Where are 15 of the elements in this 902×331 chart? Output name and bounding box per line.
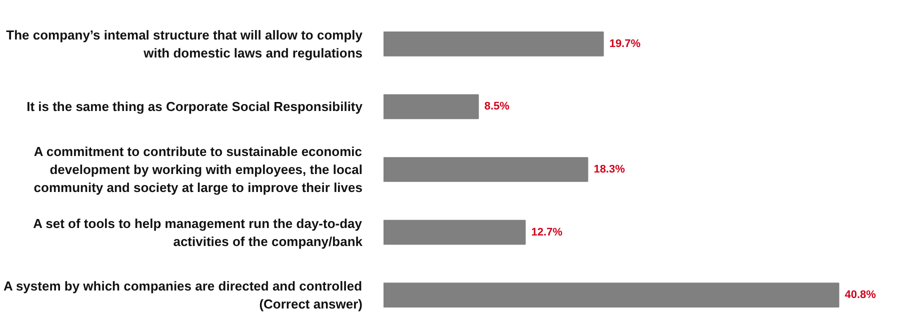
bar <box>384 282 840 308</box>
data-label: 40.8% <box>844 289 876 302</box>
bar <box>384 31 604 56</box>
data-label: 12.7% <box>531 226 563 238</box>
bar <box>384 157 588 182</box>
y-tick-label: It is the same thing as Corporate Social Responsibility <box>26 99 364 114</box>
y-tick-label: The company’s intemal structure that will allow to comply with domestic laws and regulations <box>6 27 364 60</box>
data-label: 19.7% <box>609 38 641 50</box>
data-label: 18.3% <box>594 164 626 176</box>
y-tick-label: A system by which companies are directed and controlled (Correct answer) <box>3 278 363 312</box>
bar <box>384 94 479 120</box>
bar <box>384 220 526 245</box>
y-tick-label: A commitment to contribute to sustainable economic development by working with employees, the local community and society at large to improve their lives <box>34 144 363 195</box>
y-tick-label: A set of tools to help management run the day-to-day activities of the company/bank <box>33 216 364 249</box>
data-label: 8.5% <box>484 100 510 113</box>
